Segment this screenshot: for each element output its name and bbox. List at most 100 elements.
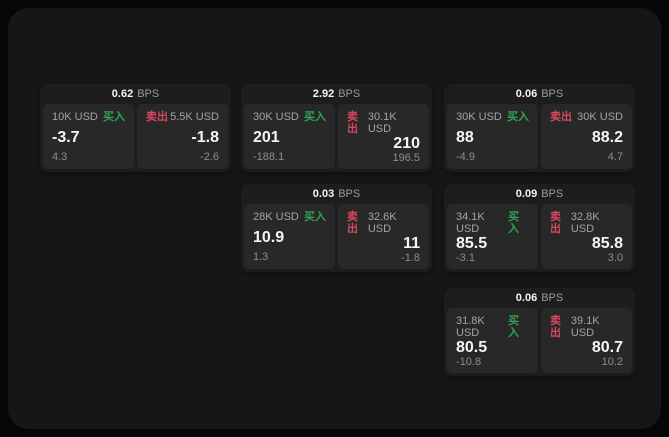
buy-label: 买入: [103, 111, 125, 123]
sell-panel-top: 卖出 39.1K USD: [550, 315, 623, 339]
sell-delta: 4.7: [607, 151, 623, 163]
buy-price: 88: [456, 128, 474, 146]
bps-unit-label: BPS: [541, 88, 564, 100]
buy-amount: 30K USD: [456, 111, 502, 123]
card-header: 0.06 BPS: [444, 288, 635, 308]
sell-price: 88.2: [591, 128, 623, 146]
sell-label: 卖出: [550, 111, 572, 123]
buy-label: 买入: [304, 211, 326, 223]
buy-label: 买入: [304, 111, 326, 123]
quote-panels: 30K USD 买入 201 -188.1 卖出 30.1K USD 210 1…: [241, 104, 432, 172]
sell-panel[interactable]: 卖出 32.8K USD 85.8 3.0: [541, 204, 632, 269]
quote-card: 0.03 BPS 28K USD 买入 10.9 1.3 卖出 32.6K US…: [241, 184, 432, 272]
sell-panel[interactable]: 卖出 30.1K USD 210 196.5: [338, 104, 429, 169]
buy-panel[interactable]: 28K USD 买入 10.9 1.3: [244, 204, 335, 269]
sell-panel-top: 卖出 32.8K USD: [550, 211, 623, 235]
buy-label: 买入: [508, 315, 520, 339]
buy-delta: -4.9: [456, 151, 475, 163]
sell-panel[interactable]: 卖出 39.1K USD 80.7 10.2: [541, 308, 632, 373]
sell-label: 卖出: [347, 211, 358, 235]
sell-price: 11: [403, 235, 420, 252]
bps-unit-label: BPS: [137, 88, 160, 100]
bps-value: 0.06: [515, 292, 538, 304]
quote-card: 0.06 BPS 30K USD 买入 88 -4.9 卖出 30K USD 8…: [444, 84, 635, 172]
buy-label: 买入: [507, 111, 529, 123]
quote-panels: 30K USD 买入 88 -4.9 卖出 30K USD 88.2 4.7: [444, 104, 635, 172]
buy-panel[interactable]: 31.8K USD 买入 80.5 -10.8: [447, 308, 538, 373]
buy-amount: 30K USD: [253, 111, 299, 123]
buy-panel-top: 30K USD 买入: [456, 111, 529, 123]
bps-unit-label: BPS: [541, 188, 564, 200]
sell-delta: 196.5: [392, 152, 420, 164]
sell-amount: 32.6K USD: [367, 211, 397, 235]
quote-panels: 28K USD 买入 10.9 1.3 卖出 32.6K USD 11 -1.8: [241, 204, 432, 272]
buy-panel-top: 31.8K USD 买入: [456, 315, 529, 339]
bps-value: 0.62: [111, 88, 134, 100]
buy-price: 201: [253, 128, 280, 146]
sell-panel[interactable]: 卖出 5.5K USD -1.8 -2.6: [137, 104, 228, 169]
sell-panel[interactable]: 卖出 32.6K USD 11 -1.8: [338, 204, 429, 269]
bps-unit-label: BPS: [338, 88, 361, 100]
buy-panel[interactable]: 30K USD 买入 88 -4.9: [447, 104, 538, 169]
sell-delta: 10.2: [601, 356, 623, 368]
sell-panel-top: 卖出 30K USD: [550, 111, 623, 123]
bps-value: 2.92: [312, 88, 335, 100]
sell-panel-top: 卖出 32.6K USD: [347, 211, 420, 235]
bps-value: 0.09: [515, 188, 538, 200]
sell-amount: 30.1K USD: [367, 111, 397, 135]
quote-card: 0.62 BPS 10K USD 买入 -3.7 4.3 卖出 5.5K USD…: [40, 84, 231, 172]
bps-value: 0.03: [312, 188, 335, 200]
sell-amount: 5.5K USD: [170, 111, 219, 123]
buy-delta: 4.3: [52, 151, 68, 163]
buy-delta: 1.3: [253, 251, 269, 263]
buy-label: 买入: [508, 211, 520, 235]
buy-panel-top: 28K USD 买入: [253, 211, 326, 223]
sell-price: 80.7: [591, 339, 623, 356]
bps-value: 0.06: [515, 88, 538, 100]
card-header: 2.92 BPS: [241, 84, 432, 104]
sell-price: 210: [393, 135, 420, 152]
card-header: 0.09 BPS: [444, 184, 635, 204]
sell-price: -1.8: [191, 128, 219, 146]
sell-panel-top: 卖出 30.1K USD: [347, 111, 420, 135]
quote-card: 0.09 BPS 34.1K USD 买入 85.5 -3.1 卖出 32.8K…: [444, 184, 635, 272]
buy-price: 10.9: [253, 228, 285, 246]
sell-label: 卖出: [146, 111, 168, 123]
bps-unit-label: BPS: [338, 188, 361, 200]
sell-amount: 30K USD: [577, 111, 623, 123]
buy-amount: 34.1K USD: [456, 211, 485, 235]
sell-label: 卖出: [347, 111, 358, 135]
buy-panel-top: 34.1K USD 买入: [456, 211, 529, 235]
quotes-board: 0.62 BPS 10K USD 买入 -3.7 4.3 卖出 5.5K USD…: [8, 8, 661, 429]
card-header: 0.62 BPS: [40, 84, 231, 104]
buy-panel[interactable]: 34.1K USD 买入 85.5 -3.1: [447, 204, 538, 269]
quote-panels: 31.8K USD 买入 80.5 -10.8 卖出 39.1K USD 80.…: [444, 308, 635, 376]
buy-panel[interactable]: 10K USD 买入 -3.7 4.3: [43, 104, 134, 169]
sell-panel-top: 卖出 5.5K USD: [146, 111, 219, 123]
sell-label: 卖出: [550, 211, 561, 235]
buy-price: 85.5: [456, 235, 488, 252]
buy-panel-top: 30K USD 买入: [253, 111, 326, 123]
quote-panels: 10K USD 买入 -3.7 4.3 卖出 5.5K USD -1.8 -2.…: [40, 104, 231, 172]
card-header: 0.03 BPS: [241, 184, 432, 204]
sell-amount: 39.1K USD: [570, 315, 600, 339]
sell-delta: 3.0: [607, 252, 623, 264]
buy-delta: -3.1: [456, 252, 475, 264]
buy-panel-top: 10K USD 买入: [52, 111, 125, 123]
sell-label: 卖出: [550, 315, 561, 339]
buy-price: 80.5: [456, 339, 488, 356]
buy-amount: 31.8K USD: [456, 315, 485, 339]
sell-price: 85.8: [591, 235, 623, 252]
sell-delta: -1.8: [401, 252, 420, 264]
bps-unit-label: BPS: [541, 292, 564, 304]
sell-amount: 32.8K USD: [570, 211, 600, 235]
sell-delta: -2.6: [200, 151, 219, 163]
quote-card: 0.06 BPS 31.8K USD 买入 80.5 -10.8 卖出 39.1…: [444, 288, 635, 376]
card-header: 0.06 BPS: [444, 84, 635, 104]
quote-panels: 34.1K USD 买入 85.5 -3.1 卖出 32.8K USD 85.8…: [444, 204, 635, 272]
sell-panel[interactable]: 卖出 30K USD 88.2 4.7: [541, 104, 632, 169]
buy-delta: -10.8: [456, 356, 482, 368]
buy-amount: 10K USD: [52, 111, 98, 123]
buy-delta: -188.1: [253, 151, 285, 163]
buy-panel[interactable]: 30K USD 买入 201 -188.1: [244, 104, 335, 169]
